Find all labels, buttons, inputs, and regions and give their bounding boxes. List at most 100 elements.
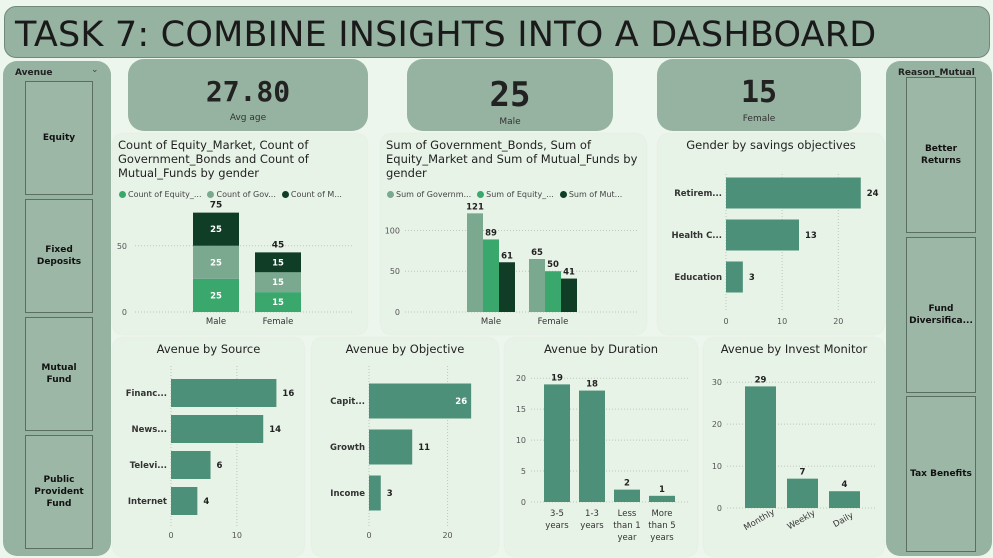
bar-segment bbox=[255, 272, 301, 293]
chart-title: Count of Equity_Market, Count of Governm… bbox=[118, 138, 309, 180]
slicer-item-equity[interactable]: Equity bbox=[25, 81, 93, 195]
legend-item[interactable]: Count of Gov... bbox=[207, 190, 276, 199]
avenue-slicer[interactable]: Avenue ⌄ Equity Fixed Deposits Mutual Fu… bbox=[3, 61, 111, 556]
x-tick-label: 20 bbox=[833, 317, 843, 326]
y-tick-label: Financ... bbox=[126, 389, 167, 399]
y-tick-label: 20 bbox=[712, 420, 722, 429]
bar bbox=[649, 495, 675, 502]
y-tick-label: Retirem... bbox=[674, 189, 722, 199]
bar bbox=[369, 429, 413, 465]
y-tick-label: 50 bbox=[390, 267, 400, 276]
chart-card-savings-objectives[interactable]: Gender by savings objectives 0 10 20 Retire… bbox=[658, 134, 884, 334]
y-tick-label: 0 bbox=[521, 498, 526, 507]
bar bbox=[561, 278, 577, 312]
y-tick-label: News... bbox=[132, 425, 167, 435]
bar-segment bbox=[255, 252, 301, 273]
data-label: 1 bbox=[659, 485, 665, 495]
x-tick-label: Monthly bbox=[742, 507, 776, 533]
avenue-by-objective-chart: 0 20 Capit... 26 Growth 11 Income 3 bbox=[330, 366, 472, 540]
total-label: 75 bbox=[210, 201, 223, 211]
chart-card-avenue-by-invest-monitor[interactable]: Avenue by Invest Monitor 0 10 20 30 29 Monthl… bbox=[704, 338, 884, 556]
y-tick-label: 0 bbox=[717, 504, 722, 513]
slicer-item-mutual-fund[interactable]: Mutual Fund bbox=[25, 317, 93, 431]
y-tick-label: 10 bbox=[516, 436, 526, 445]
legend-label: Count of Gov... bbox=[216, 190, 276, 199]
chart-card-avenue-by-objective[interactable]: Avenue by Objective 0 20 Capit... 26 Growth 1… bbox=[312, 338, 498, 556]
bar bbox=[544, 384, 570, 502]
legend-label: Sum of Mut... bbox=[568, 190, 623, 199]
bar bbox=[726, 261, 743, 293]
x-tick-label: Weekly bbox=[786, 508, 818, 532]
slicer-item-label: Tax Benefits bbox=[910, 469, 972, 479]
slicer-item-tax-benefits[interactable]: Tax Benefits bbox=[906, 396, 976, 552]
data-label: 14 bbox=[269, 425, 281, 435]
slicer-item-public-provident-fund[interactable]: Public Provident Fund bbox=[25, 435, 93, 549]
bar-segment bbox=[193, 278, 239, 312]
data-label: 25 bbox=[210, 258, 222, 268]
data-label: 65 bbox=[531, 248, 543, 258]
data-label: 25 bbox=[210, 291, 222, 301]
x-tick-label: Daily bbox=[832, 511, 856, 530]
kpi-avg-age: 27.80 Avg age bbox=[128, 59, 368, 131]
bar-segment bbox=[193, 245, 239, 279]
data-label: 16 bbox=[282, 389, 294, 399]
y-tick-label: 50 bbox=[117, 242, 127, 251]
chart-card-sum-by-gender[interactable]: Sum of Government_Bonds, Sum of Equity_M… bbox=[381, 134, 646, 334]
data-label: 15 bbox=[272, 258, 284, 268]
slicer-item-fund-diversification[interactable]: Fund Diversifica... bbox=[906, 237, 976, 393]
chart-title: Gender by savings objectives bbox=[686, 138, 856, 152]
data-label: 4 bbox=[842, 480, 848, 490]
bar bbox=[745, 386, 776, 508]
data-label: 15 bbox=[272, 298, 284, 308]
y-tick-label: 0 bbox=[395, 308, 400, 317]
bar bbox=[545, 271, 561, 312]
x-tick-label: Female bbox=[263, 317, 294, 327]
bar bbox=[369, 475, 381, 511]
sum-by-gender-chart: 0 50 100 121 89 61 Male 65 50 41 Female bbox=[385, 202, 639, 327]
kpi-label: Avg age bbox=[229, 113, 267, 123]
chart-card-count-by-gender[interactable]: Count of Equity_Market, Count of Governm… bbox=[113, 134, 367, 334]
bar bbox=[369, 383, 472, 419]
bar bbox=[171, 487, 198, 515]
x-tick-label: 0 bbox=[168, 531, 173, 540]
slicer-item-better-returns[interactable]: Better Returns bbox=[906, 77, 976, 233]
legend-item[interactable]: Count of Equity_... bbox=[119, 190, 201, 199]
legend-item[interactable]: Sum of Governm... bbox=[387, 190, 471, 199]
data-label: 61 bbox=[501, 251, 513, 261]
legend-item[interactable]: Count of M... bbox=[281, 190, 342, 199]
legend-item[interactable]: Sum of Equity_... bbox=[477, 190, 554, 199]
data-label: 24 bbox=[867, 189, 879, 199]
chart-title: Avenue by Source bbox=[156, 342, 261, 356]
legend-item[interactable]: Sum of Mut... bbox=[559, 190, 623, 199]
reason-mutual-slicer[interactable]: Reason_Mutual Better Returns Fund Divers… bbox=[886, 61, 992, 556]
chart-card-avenue-by-source[interactable]: Avenue by Source 0 10 Financ... 16 News... 14… bbox=[113, 338, 304, 556]
data-label: 26 bbox=[455, 397, 467, 407]
bar bbox=[787, 478, 818, 508]
avenue-by-source-chart: 0 10 Financ... 16 News... 14 Televi... 6 Interne… bbox=[126, 366, 294, 540]
chevron-down-icon[interactable]: ⌄ bbox=[91, 65, 99, 75]
bar bbox=[171, 415, 264, 443]
x-tick-label: Male bbox=[481, 317, 501, 327]
x-tick-label: Male bbox=[206, 317, 226, 327]
data-label: 6 bbox=[217, 461, 223, 471]
bar bbox=[829, 491, 860, 508]
bar-segment bbox=[193, 212, 239, 246]
data-label: 50 bbox=[547, 260, 559, 270]
y-tick-label: 20 bbox=[516, 374, 526, 383]
slicer-item-fixed-deposits[interactable]: Fixed Deposits bbox=[25, 199, 93, 313]
total-label: 45 bbox=[272, 240, 285, 250]
data-label: 15 bbox=[272, 278, 284, 288]
data-label: 18 bbox=[586, 380, 598, 390]
data-label: 13 bbox=[805, 231, 817, 241]
x-tick-label: 1-3 years bbox=[580, 509, 604, 531]
chart-card-avenue-by-duration[interactable]: Avenue by Duration 0 5 10 15 20 19 3-5 years 18 1… bbox=[505, 338, 697, 556]
slicer-item-label: Equity bbox=[42, 133, 76, 143]
reason-mutual-slicer-header: Reason_Mutual bbox=[898, 68, 975, 78]
data-label: 29 bbox=[755, 375, 767, 385]
data-label: 3 bbox=[387, 489, 393, 499]
savings-objectives-chart: 0 10 20 Retirem... 24 Health C... 13 Education 3 bbox=[671, 174, 879, 326]
y-tick-label: Internet bbox=[128, 497, 167, 507]
data-label: 19 bbox=[551, 373, 563, 383]
x-tick-label: 10 bbox=[777, 317, 787, 326]
